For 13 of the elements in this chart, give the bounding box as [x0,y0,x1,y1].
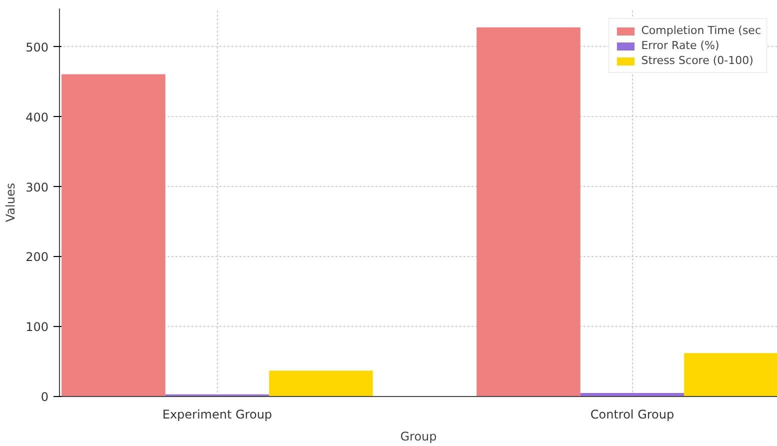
y-axis-title: Values [4,182,18,222]
y-tick-label: 0 [40,390,49,404]
x-tick-label: Control Group [590,408,674,422]
legend-label: Error Rate (%) [641,39,720,52]
legend-label: Completion Time (sec [641,24,761,37]
y-tick-label: 300 [26,180,48,194]
x-axis-title: Group [400,430,437,444]
x-tick-label: Experiment Group [162,408,272,422]
y-tick-label: 200 [26,250,48,264]
legend-label: Stress Score (0-100) [641,54,754,67]
y-tick-label: 400 [26,110,48,124]
y-tick-label: 100 [26,320,48,334]
y-tick-label: 500 [26,40,48,54]
